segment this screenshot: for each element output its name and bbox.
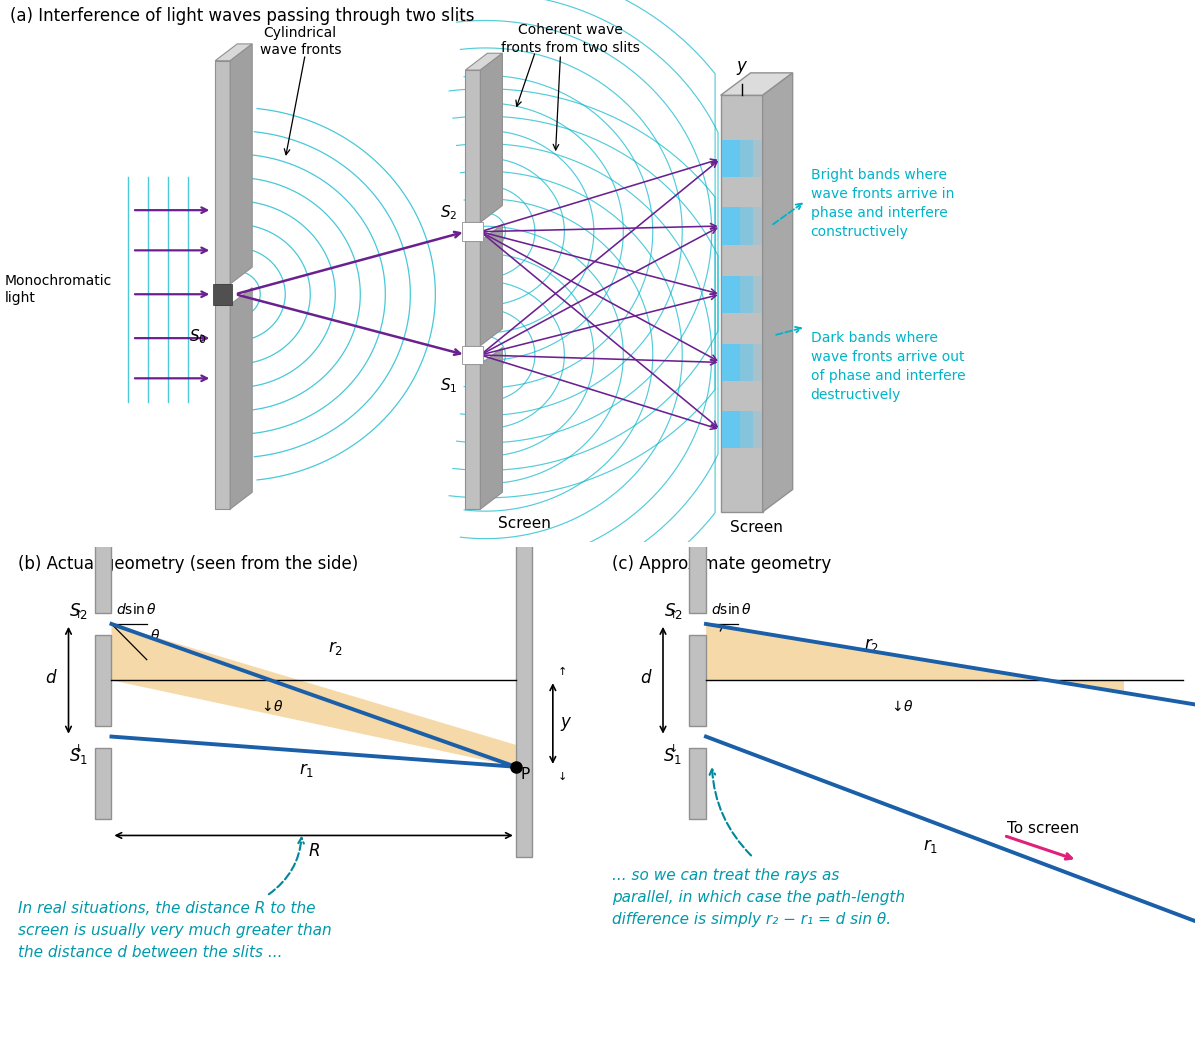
Polygon shape	[721, 73, 793, 96]
Polygon shape	[722, 140, 740, 178]
Polygon shape	[722, 411, 761, 448]
Polygon shape	[466, 54, 502, 70]
Text: Screen: Screen	[730, 521, 783, 535]
Text: $S_2$: $S_2$	[664, 601, 682, 621]
Text: (c) Approximate geometry: (c) Approximate geometry	[613, 555, 831, 573]
Polygon shape	[112, 624, 515, 767]
Text: Screen: Screen	[497, 515, 550, 531]
Polygon shape	[95, 635, 112, 726]
Text: P: P	[520, 767, 530, 782]
Text: $d\sin\theta$: $d\sin\theta$	[116, 602, 157, 618]
Polygon shape	[722, 276, 753, 312]
Text: $r_1$: $r_1$	[922, 837, 938, 855]
Polygon shape	[722, 411, 740, 448]
Polygon shape	[722, 207, 761, 245]
Text: $r_1$: $r_1$	[299, 761, 313, 778]
Text: To screen: To screen	[1006, 821, 1078, 835]
Text: $\downarrow$: $\downarrow$	[71, 742, 83, 754]
Polygon shape	[722, 276, 740, 312]
Polygon shape	[95, 748, 112, 818]
Text: Coherent wave
fronts from two slits: Coherent wave fronts from two slits	[501, 23, 640, 55]
Polygon shape	[231, 287, 252, 509]
Text: Bright bands where
wave fronts arrive in
phase and interfere
constructively: Bright bands where wave fronts arrive in…	[811, 168, 954, 239]
Polygon shape	[763, 73, 793, 512]
Text: y: y	[736, 57, 747, 75]
Text: $\downarrow\!\theta$: $\downarrow\!\theta$	[889, 700, 914, 713]
Text: $S_2$: $S_2$	[440, 204, 458, 222]
Polygon shape	[515, 542, 532, 857]
Text: $\uparrow$: $\uparrow$	[71, 607, 83, 621]
Text: $\downarrow$: $\downarrow$	[555, 770, 567, 782]
Polygon shape	[466, 70, 480, 222]
Text: (a) Interference of light waves passing through two slits: (a) Interference of light waves passing …	[10, 7, 474, 25]
Polygon shape	[722, 344, 753, 381]
Polygon shape	[722, 207, 740, 245]
Polygon shape	[722, 140, 761, 178]
Text: $S_2$: $S_2$	[70, 601, 88, 621]
Text: $S_1$: $S_1$	[440, 377, 458, 396]
Text: ... so we can treat the rays as
parallel, in which case the path-length
differen: ... so we can treat the rays as parallel…	[613, 869, 906, 927]
Polygon shape	[722, 344, 740, 381]
Polygon shape	[214, 284, 232, 304]
Polygon shape	[466, 364, 480, 509]
Polygon shape	[722, 207, 753, 245]
Polygon shape	[215, 304, 231, 509]
Text: $d$: $d$	[640, 668, 652, 687]
Text: $y$: $y$	[560, 714, 573, 732]
Text: $S_1$: $S_1$	[663, 746, 682, 766]
Text: Cylindrical
wave fronts: Cylindrical wave fronts	[259, 26, 341, 58]
Polygon shape	[231, 44, 252, 284]
Text: $S_0$: $S_0$	[190, 327, 207, 346]
Text: In real situations, the distance R to the
screen is usually very much greater th: In real situations, the distance R to th…	[18, 902, 331, 959]
Polygon shape	[706, 624, 1124, 693]
Polygon shape	[466, 241, 480, 346]
Polygon shape	[722, 411, 753, 448]
Text: $\theta$: $\theta$	[150, 628, 160, 644]
Text: $R$: $R$	[307, 842, 319, 861]
Text: $r_2$: $r_2$	[328, 640, 343, 658]
Polygon shape	[480, 54, 502, 222]
Polygon shape	[215, 44, 252, 61]
Polygon shape	[721, 96, 763, 512]
Polygon shape	[480, 224, 502, 346]
Text: $\downarrow\!\theta$: $\downarrow\!\theta$	[259, 700, 285, 713]
Text: $\uparrow$: $\uparrow$	[665, 607, 677, 621]
Text: Dark bands where
wave fronts arrive out
of phase and interfere
destructively: Dark bands where wave fronts arrive out …	[811, 330, 966, 402]
Polygon shape	[722, 140, 753, 178]
Polygon shape	[689, 542, 706, 613]
Polygon shape	[722, 276, 761, 312]
Text: $\uparrow$: $\uparrow$	[555, 664, 567, 676]
Text: $S_1$: $S_1$	[68, 746, 88, 766]
Polygon shape	[462, 222, 484, 241]
Polygon shape	[722, 344, 761, 381]
Text: $r_2$: $r_2$	[864, 635, 879, 653]
Polygon shape	[462, 346, 484, 364]
Text: $d$: $d$	[46, 668, 58, 687]
Text: Monochromatic
light: Monochromatic light	[5, 274, 112, 305]
Polygon shape	[689, 748, 706, 818]
Polygon shape	[95, 542, 112, 613]
Text: (b) Actual geometry (seen from the side): (b) Actual geometry (seen from the side)	[18, 555, 358, 573]
Polygon shape	[689, 635, 706, 726]
Polygon shape	[480, 347, 502, 509]
Text: $\downarrow$: $\downarrow$	[665, 742, 677, 754]
Polygon shape	[215, 61, 231, 284]
Text: $d\sin\theta$: $d\sin\theta$	[711, 602, 752, 618]
